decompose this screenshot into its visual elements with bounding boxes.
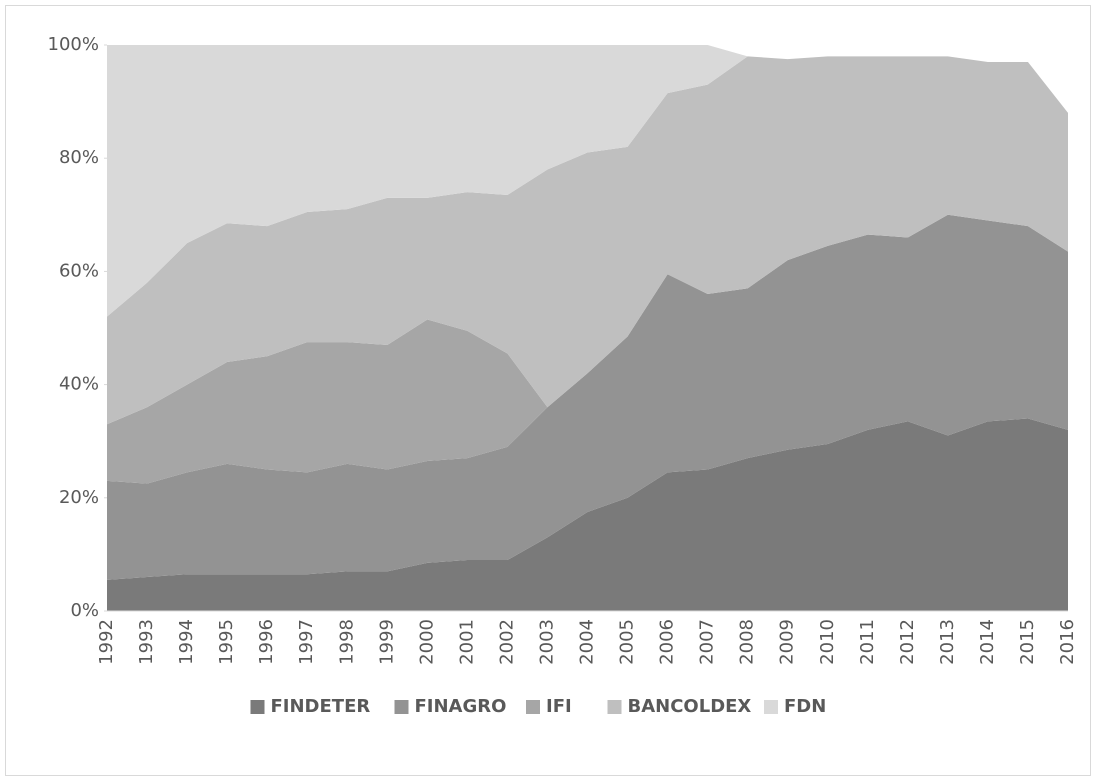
x-tick-label: 2012: [897, 619, 918, 665]
x-tick-label: 2007: [697, 619, 718, 665]
y-tick-label: 100%: [48, 34, 99, 55]
x-tick-label: 1999: [376, 619, 397, 665]
x-tick-label: 2013: [937, 619, 958, 665]
y-tick-label: 20%: [59, 487, 99, 508]
legend-label: FDN: [784, 696, 826, 717]
x-tick-label: 2008: [737, 619, 758, 665]
y-tick-label: 0%: [70, 600, 99, 621]
x-tick-label: 2014: [977, 619, 998, 665]
legend-label: FINAGRO: [415, 696, 507, 717]
y-tick-label: 40%: [59, 374, 99, 395]
x-tick-label: 1994: [176, 619, 197, 665]
area: [107, 214, 1068, 484]
x-tick-label: 2015: [1017, 619, 1038, 665]
x-tick-label: 1993: [136, 619, 157, 665]
legend-label: FINDETER: [271, 696, 371, 717]
legend-swatch: [526, 700, 540, 714]
x-tick-label: 2009: [777, 619, 798, 665]
x-tick-label: 2003: [536, 619, 557, 665]
x-tick-label: 1997: [296, 619, 317, 665]
x-tick-label: 2010: [817, 619, 838, 665]
x-tick-label: 1996: [256, 619, 277, 665]
legend-swatch: [394, 700, 409, 714]
x-tick-label: 2006: [657, 619, 678, 665]
y-tick-label: 80%: [59, 147, 99, 168]
x-tick-label: 1998: [336, 619, 357, 665]
legend-swatch: [764, 700, 778, 714]
x-tick-label: 2016: [1057, 619, 1078, 665]
area: [107, 56, 1068, 425]
legend-swatch: [250, 700, 265, 714]
x-tick-label: 2004: [577, 619, 598, 665]
x-tick-label: 2000: [416, 619, 437, 665]
x-tick-label: 2001: [456, 619, 477, 665]
x-tick-label: 2005: [617, 619, 638, 665]
legend-label: IFI: [546, 696, 572, 717]
legend-swatch: [607, 700, 622, 714]
y-tick-label: 60%: [59, 260, 99, 281]
legend-label: BANCOLDEX: [628, 696, 752, 717]
x-tick-label: 1992: [96, 619, 117, 665]
x-tick-label: 2002: [496, 619, 517, 665]
x-tick-label: 2011: [857, 619, 878, 665]
x-tick-label: 1995: [216, 619, 237, 665]
area: [107, 418, 1068, 611]
area: [107, 214, 1068, 580]
area: [107, 45, 1068, 317]
